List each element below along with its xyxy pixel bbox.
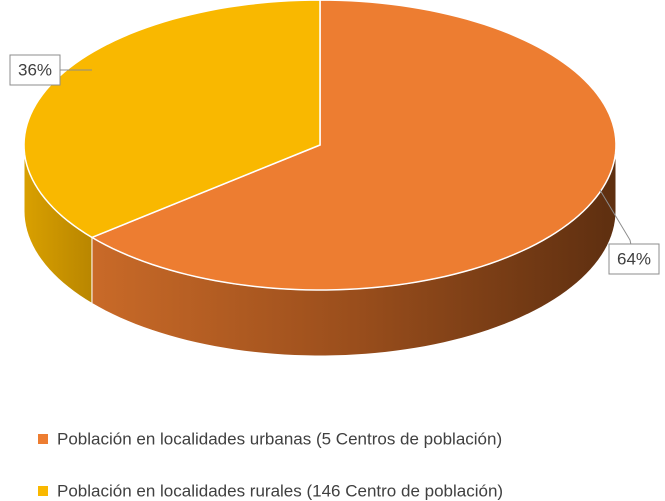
data-label: 64% <box>617 249 651 268</box>
legend-marker <box>38 486 48 496</box>
legend-label: Población en localidades urbanas (5 Cent… <box>57 429 502 448</box>
legend-marker <box>38 434 48 444</box>
data-label-box <box>608 243 660 275</box>
data-label: 36% <box>18 60 52 79</box>
data-label-box <box>9 54 61 86</box>
legend-label: Población en localidades rurales (146 Ce… <box>57 481 503 500</box>
pie-slice <box>90 0 617 291</box>
